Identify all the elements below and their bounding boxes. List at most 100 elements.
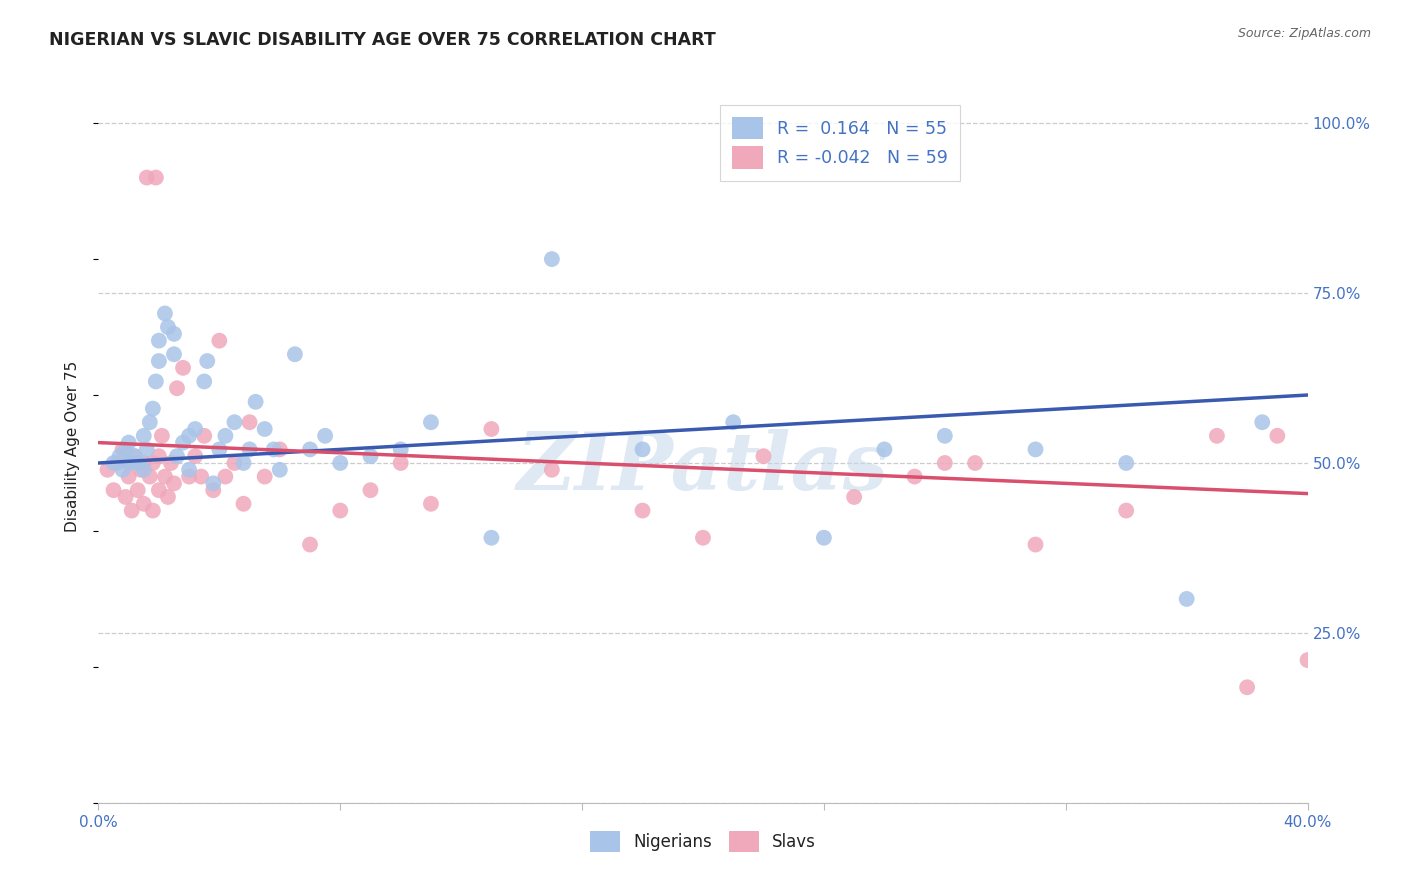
Point xyxy=(118,435,141,450)
Point xyxy=(193,429,215,443)
Point xyxy=(631,503,654,517)
Point xyxy=(389,442,412,457)
Point xyxy=(114,490,136,504)
Point xyxy=(844,490,866,504)
Point xyxy=(135,170,157,185)
Point xyxy=(1267,429,1289,443)
Point xyxy=(253,469,276,483)
Point xyxy=(179,469,201,483)
Point xyxy=(139,469,162,483)
Point xyxy=(148,483,170,498)
Point xyxy=(813,531,835,545)
Point xyxy=(179,463,201,477)
Point xyxy=(232,497,254,511)
Point xyxy=(1115,503,1137,517)
Point xyxy=(329,503,352,517)
Point xyxy=(723,415,745,429)
Point xyxy=(148,334,170,348)
Point xyxy=(148,449,170,463)
Point xyxy=(481,422,503,436)
Point xyxy=(1206,429,1229,443)
Point xyxy=(103,483,125,498)
Point xyxy=(96,463,118,477)
Point xyxy=(873,442,896,457)
Point xyxy=(118,469,141,483)
Point xyxy=(214,469,236,483)
Point xyxy=(127,456,149,470)
Point xyxy=(118,456,141,470)
Point xyxy=(329,456,352,470)
Point xyxy=(132,463,155,477)
Point xyxy=(193,375,215,389)
Point xyxy=(129,463,152,477)
Point xyxy=(139,415,162,429)
Point xyxy=(1251,415,1274,429)
Point xyxy=(184,422,207,436)
Point xyxy=(124,449,146,463)
Point xyxy=(195,354,218,368)
Point xyxy=(269,463,291,477)
Point xyxy=(145,170,167,185)
Point xyxy=(314,429,336,443)
Point xyxy=(132,497,155,511)
Point xyxy=(148,354,170,368)
Point xyxy=(121,503,143,517)
Point xyxy=(153,306,176,320)
Point xyxy=(166,449,188,463)
Point xyxy=(163,347,186,361)
Point xyxy=(904,469,927,483)
Point xyxy=(224,415,246,429)
Point xyxy=(934,429,956,443)
Point xyxy=(299,442,322,457)
Point xyxy=(127,483,149,498)
Point xyxy=(232,456,254,470)
Point xyxy=(965,456,987,470)
Point xyxy=(239,442,262,457)
Y-axis label: Disability Age Over 75: Disability Age Over 75 xyxy=(65,360,80,532)
Point xyxy=(1236,680,1258,694)
Text: Source: ZipAtlas.com: Source: ZipAtlas.com xyxy=(1237,27,1371,40)
Point xyxy=(239,415,262,429)
Point xyxy=(934,456,956,470)
Point xyxy=(540,252,562,266)
Point xyxy=(245,394,267,409)
Point xyxy=(111,442,134,457)
Point xyxy=(269,442,291,457)
Point xyxy=(132,456,155,470)
Point xyxy=(105,456,128,470)
Point xyxy=(124,449,146,463)
Point xyxy=(263,442,285,457)
Point xyxy=(150,429,173,443)
Point xyxy=(360,483,382,498)
Point xyxy=(1296,653,1319,667)
Point xyxy=(163,326,186,341)
Point xyxy=(540,463,562,477)
Point xyxy=(284,347,307,361)
Point xyxy=(631,442,654,457)
Point xyxy=(142,401,165,416)
Text: ZIPatlas: ZIPatlas xyxy=(517,429,889,506)
Point xyxy=(214,429,236,443)
Text: NIGERIAN VS SLAVIC DISABILITY AGE OVER 75 CORRELATION CHART: NIGERIAN VS SLAVIC DISABILITY AGE OVER 7… xyxy=(49,31,716,49)
Point xyxy=(179,429,201,443)
Point xyxy=(163,476,186,491)
Point xyxy=(253,422,276,436)
Point xyxy=(142,456,165,470)
Point xyxy=(360,449,382,463)
Point xyxy=(108,449,131,463)
Point xyxy=(114,442,136,457)
Point xyxy=(156,320,179,334)
Legend: Nigerians, Slavs: Nigerians, Slavs xyxy=(583,824,823,859)
Point xyxy=(692,531,714,545)
Point xyxy=(190,469,212,483)
Point xyxy=(208,442,231,457)
Point xyxy=(420,415,443,429)
Point xyxy=(1024,537,1046,551)
Point xyxy=(111,463,134,477)
Point xyxy=(153,469,176,483)
Point xyxy=(118,456,141,470)
Point xyxy=(135,442,157,457)
Point xyxy=(1175,591,1198,606)
Point xyxy=(202,483,225,498)
Point xyxy=(145,375,167,389)
